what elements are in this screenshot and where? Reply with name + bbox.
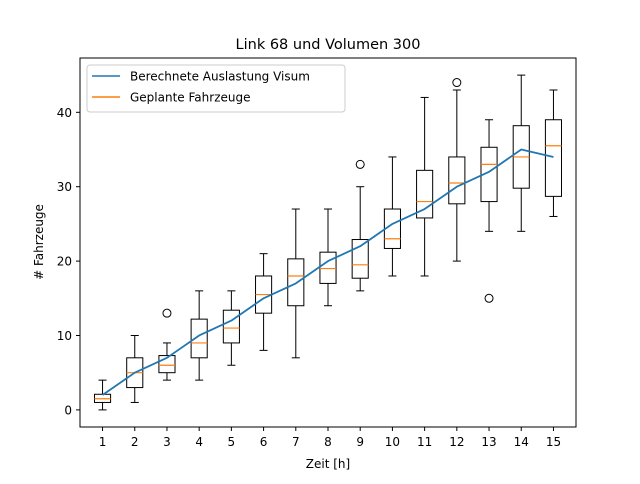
x-tick-label: 5 [228, 435, 236, 449]
y-tick-label: 20 [57, 255, 72, 269]
x-tick-label: 3 [163, 435, 171, 449]
box-body [544, 119, 563, 197]
box-body [416, 169, 434, 219]
legend-label-line: Berechnete Auslastung Visum [130, 70, 310, 84]
box-15 [544, 89, 563, 217]
box-3 [158, 308, 176, 381]
box-8 [319, 208, 337, 307]
box-body [351, 239, 369, 279]
legend: Berechnete Auslastung Visum Geplante Fah… [86, 64, 346, 113]
x-tick-label: 1 [99, 435, 107, 449]
x-tick-label: 8 [324, 435, 332, 449]
box-body [480, 146, 498, 203]
legend-box [86, 64, 346, 113]
box-11 [416, 96, 434, 277]
x-tick-label: 7 [292, 435, 300, 449]
legend-label-median: Geplante Fahrzeuge [130, 91, 250, 105]
outlier-point [162, 308, 172, 318]
x-tick-label: 14 [514, 435, 529, 449]
chart-title: Link 68 und Volumen 300 [236, 37, 421, 53]
box-12 [448, 78, 466, 262]
x-tick-label: 13 [481, 435, 496, 449]
box-body [319, 251, 337, 284]
x-tick-label: 10 [385, 435, 400, 449]
plot-area [93, 74, 563, 411]
x-tick-label: 2 [131, 435, 139, 449]
box-7 [287, 208, 305, 359]
y-tick-label: 0 [64, 403, 72, 417]
outlier-point [484, 293, 494, 303]
box-9 [351, 159, 369, 292]
line-series-berechnete-auslastung [102, 148, 554, 396]
box-1 [93, 379, 112, 411]
outlier-point [355, 159, 365, 169]
box-body [158, 355, 176, 374]
x-tick-label: 15 [546, 435, 561, 449]
x-tick-label: 12 [449, 435, 464, 449]
box-10 [383, 156, 401, 277]
y-tick-label: 40 [57, 106, 72, 120]
box-body [190, 318, 208, 359]
box-2 [126, 334, 144, 403]
x-axis-label: Zeit [h] [306, 457, 350, 471]
x-tick-label: 9 [356, 435, 364, 449]
y-axis-label: # Fahrzeuge [32, 204, 46, 280]
x-tick-label: 11 [417, 435, 432, 449]
x-tick-label: 6 [260, 435, 268, 449]
box-13 [480, 119, 498, 303]
box-body [287, 258, 305, 307]
box-body [222, 309, 240, 344]
x-tick-label: 4 [195, 435, 203, 449]
box-14 [512, 74, 530, 232]
y-tick-label: 10 [57, 329, 72, 343]
box-4 [190, 290, 208, 381]
y-tick-label: 30 [57, 180, 72, 194]
outlier-point [452, 78, 462, 88]
box-body [448, 156, 466, 205]
box-5 [222, 290, 240, 366]
